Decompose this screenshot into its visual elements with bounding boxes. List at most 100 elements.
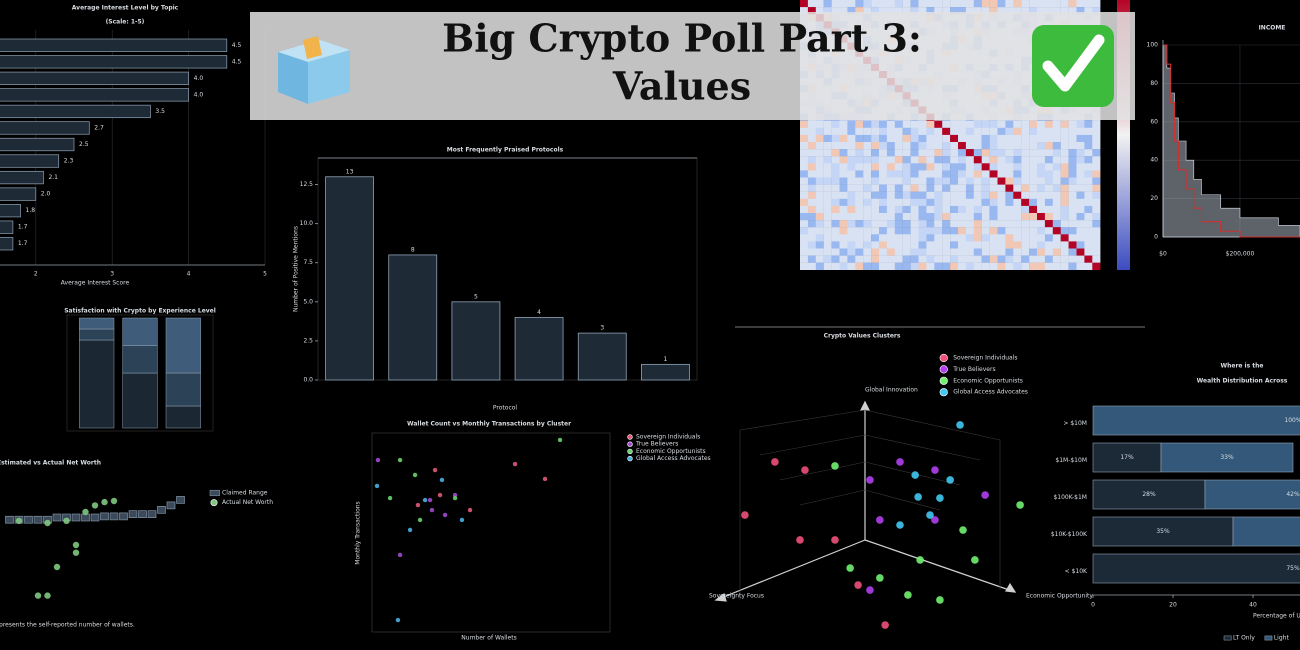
heatmap-cell xyxy=(886,220,895,228)
heatmap-cell xyxy=(1060,149,1069,157)
heatmap-cell xyxy=(807,142,816,150)
heatmap-cell xyxy=(847,163,856,171)
point xyxy=(24,515,33,524)
heatmap-cell xyxy=(800,205,809,214)
heatmap-cell xyxy=(918,142,927,150)
heatmap-cell xyxy=(839,134,848,143)
heatmap-cell xyxy=(934,156,943,164)
heatmap-cell xyxy=(823,234,832,242)
point xyxy=(374,483,380,489)
heatmap-cell xyxy=(910,156,919,164)
heatmap-cell xyxy=(855,248,864,256)
value-label: 2.1 xyxy=(48,174,58,181)
heatmap-cell xyxy=(902,7,911,15)
point xyxy=(82,508,89,516)
heatmap-cell xyxy=(965,184,974,192)
heatmap-cell xyxy=(807,227,816,235)
point xyxy=(512,461,518,467)
heatmap-cell xyxy=(1005,241,1014,249)
heatmap-cell xyxy=(1029,170,1038,178)
heatmap-cell xyxy=(1013,156,1022,164)
heatmap-cell xyxy=(1021,213,1030,221)
heatmap-cell xyxy=(815,234,824,242)
heatmap-cell xyxy=(879,241,888,249)
heatmap-cell xyxy=(918,227,927,235)
heatmap-cell xyxy=(879,184,888,192)
point xyxy=(981,491,989,499)
heatmap-cell xyxy=(958,191,967,199)
heatmap-cell xyxy=(958,170,967,178)
heatmap-cell xyxy=(839,163,848,171)
heatmap-cell xyxy=(1052,184,1061,192)
y-tick-label: 100 xyxy=(1147,42,1159,49)
heatmap-cell xyxy=(1068,127,1077,136)
heatmap-cell xyxy=(879,205,888,214)
heatmap-cell xyxy=(1037,149,1046,157)
point xyxy=(412,472,418,478)
heatmap-cell xyxy=(902,163,911,171)
heatmap-cell xyxy=(934,149,943,157)
heatmap-cell xyxy=(800,191,809,199)
heatmap-cell xyxy=(800,127,809,136)
heatmap-cell xyxy=(958,227,967,235)
heatmap-cell xyxy=(1013,241,1022,249)
heatmap-cell xyxy=(1044,7,1053,15)
heatmap-cell xyxy=(1029,7,1038,15)
heatmap-cell xyxy=(997,241,1006,249)
point xyxy=(936,596,944,604)
heatmap-cell xyxy=(942,0,951,8)
heatmap-cell xyxy=(1076,241,1085,249)
legend-label: Sovereign Individuals xyxy=(953,355,1017,362)
heatmap-cell xyxy=(800,220,809,228)
heatmap-cell xyxy=(1052,234,1061,242)
heatmap-cell xyxy=(1060,170,1069,178)
y-tick-label: $100K-$1M xyxy=(1053,494,1087,501)
heatmap-cell xyxy=(855,149,864,157)
point xyxy=(931,516,939,524)
heatmap-cell xyxy=(1084,149,1093,157)
bar xyxy=(0,121,90,135)
heatmap-cell xyxy=(965,156,974,164)
point xyxy=(91,502,99,509)
heatmap-cell xyxy=(886,227,895,235)
heatmap-cell xyxy=(981,220,990,228)
value-label: 28% xyxy=(1142,491,1156,498)
y-tick-label: 7.5 xyxy=(303,259,313,266)
bar-segment xyxy=(165,372,201,407)
heatmap-cell xyxy=(958,213,967,221)
heatmap-cell xyxy=(1084,0,1093,8)
heatmap-cell xyxy=(1044,120,1053,128)
heatmap-cell xyxy=(1052,248,1061,256)
heatmap-cell xyxy=(973,184,982,192)
heatmap-cell xyxy=(894,163,903,171)
heatmap-cell xyxy=(942,255,951,263)
heatmap-cell xyxy=(926,7,935,15)
heatmap-cell xyxy=(950,156,959,164)
heatmap-cell xyxy=(871,227,880,235)
heatmap-cell xyxy=(973,213,982,221)
heatmap-cell xyxy=(1084,220,1093,228)
heatmap-cell xyxy=(894,7,903,15)
heatmap-cell xyxy=(800,241,809,249)
heatmap-cell xyxy=(855,205,864,214)
heatmap-cell xyxy=(1092,213,1101,221)
plot-frame xyxy=(317,157,698,381)
heatmap-cell xyxy=(981,0,990,8)
heatmap-cell xyxy=(926,227,935,235)
axis-label: Sovereignty Focus xyxy=(709,593,764,600)
point xyxy=(459,517,465,523)
heatmap-cell xyxy=(1013,262,1022,270)
heatmap-cell xyxy=(942,213,951,221)
heatmap-cell xyxy=(942,127,951,136)
heatmap-cell xyxy=(973,134,982,143)
point xyxy=(71,513,81,522)
heatmap-cell xyxy=(997,255,1006,263)
heatmap-cell xyxy=(807,184,816,192)
heatmap-cell xyxy=(950,198,959,207)
point xyxy=(741,511,749,519)
heatmap-cell xyxy=(1021,170,1030,178)
bar xyxy=(0,38,228,52)
heatmap-cell xyxy=(863,198,872,207)
point xyxy=(926,511,934,519)
heatmap-cell xyxy=(839,149,848,157)
